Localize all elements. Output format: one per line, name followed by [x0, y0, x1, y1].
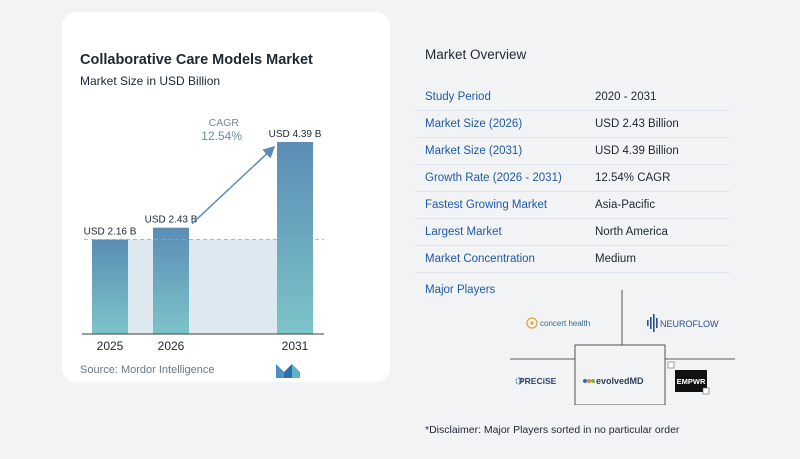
- table-row: Growth Rate (2026 - 2031) 12.54% CAGR: [415, 165, 730, 192]
- cagr-label: CAGR: [209, 117, 240, 129]
- table-row: Market Size (2026) USD 2.43 Billion: [415, 111, 730, 138]
- x-tick-2026: 2026: [158, 339, 185, 353]
- table-row: Market Size (2031) USD 4.39 Billion: [415, 138, 730, 165]
- cagr-value: 12.54%: [201, 129, 242, 143]
- x-tick-2025: 2025: [97, 339, 124, 353]
- bar-chart: USD 2.16 B 2025 USD 2.43 B 2026 USD 4.39 B 20…: [82, 117, 324, 353]
- neuroflow-logo: NEUROFLOW: [647, 314, 719, 332]
- precise-text: PRECiSE: [519, 376, 557, 386]
- table-row: Fastest Growing Market Asia-Pacific: [415, 192, 730, 219]
- chart-card: Collaborative Care Models Market Market …: [62, 12, 390, 382]
- concert-health-logo: concert health: [526, 317, 590, 329]
- table-row: Market Concentration Medium: [415, 246, 730, 273]
- bar-2031: [277, 141, 313, 334]
- chart-subtitle: Market Size in USD Billion: [80, 74, 221, 88]
- precise-logo: PRECiSE: [515, 376, 557, 386]
- data-label-2026: USD 2.43 B: [145, 215, 198, 226]
- bar-2025: [92, 239, 128, 334]
- market-overview-panel: Market Overview Study Period 2020 - 2031 …: [415, 0, 800, 459]
- table-row: Largest Market North America: [415, 219, 730, 246]
- evolvedmd-text: evolvedMD: [596, 376, 644, 386]
- empwr-logo: EMPWR: [667, 361, 710, 395]
- disclaimer-text: *Disclaimer: Major Players sorted in no …: [425, 424, 680, 436]
- baseline-band: [92, 239, 313, 334]
- bar-2026: [153, 227, 189, 334]
- chart-title: Collaborative Care Models Market: [80, 52, 313, 68]
- source-label: Source: Mordor Intelligence: [80, 364, 215, 376]
- neuroflow-wave-icon: [647, 314, 658, 332]
- evolvedmd-logo: evolvedMD: [583, 376, 644, 386]
- overview-table: Study Period 2020 - 2031 Market Size (202…: [415, 84, 730, 273]
- major-players-title: Major Players: [425, 284, 496, 296]
- cagr-arrow: [191, 145, 276, 225]
- major-players-grid: concert health NEUROFLOW PRECiSE evolved…: [510, 290, 735, 405]
- neuroflow-text: NEUROFLOW: [660, 319, 719, 329]
- concert-health-text: concert health: [540, 319, 590, 328]
- data-label-2025: USD 2.16 B: [84, 227, 137, 238]
- x-tick-2031: 2031: [282, 339, 309, 353]
- mordor-logo-icon: [276, 364, 300, 378]
- overview-title: Market Overview: [425, 47, 527, 62]
- table-row: Study Period 2020 - 2031: [415, 84, 730, 111]
- data-label-2031: USD 4.39 B: [269, 129, 322, 140]
- empwr-text: EMPWR: [677, 377, 706, 386]
